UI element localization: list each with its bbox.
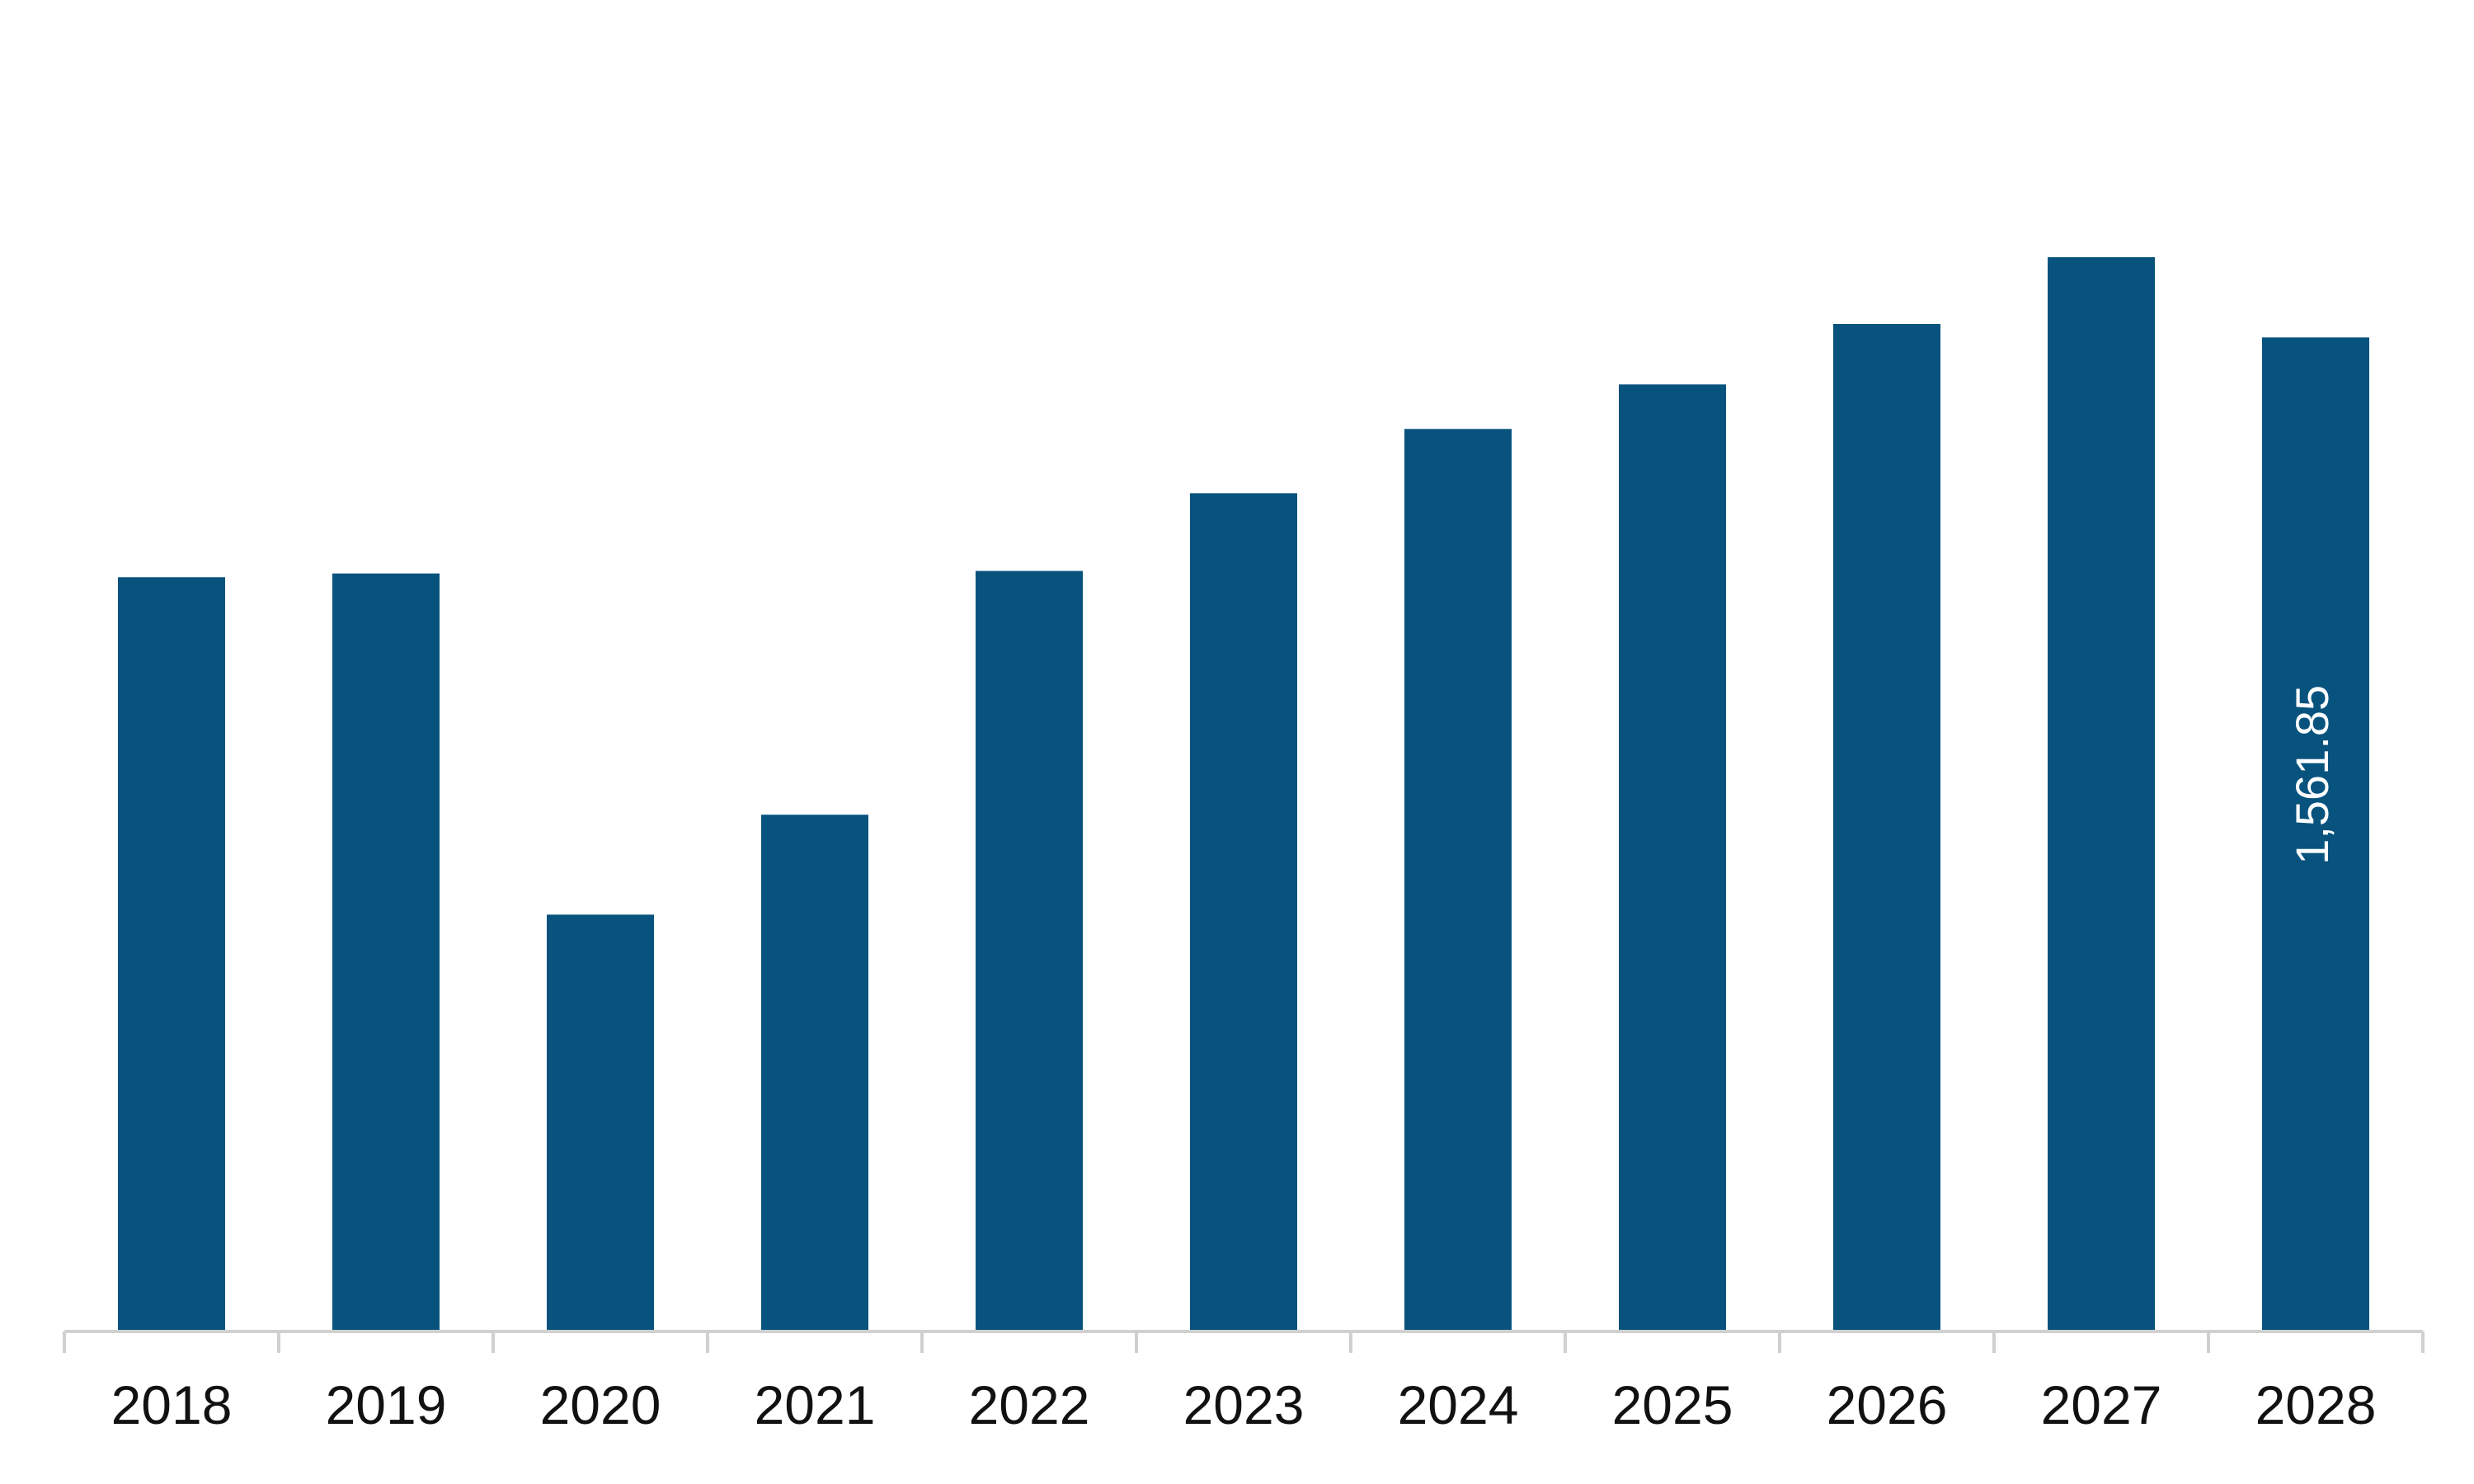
x-tick-label-2018: 2018 [111,1374,233,1435]
bar-2020 [547,914,654,1331]
bar-2023 [1190,493,1297,1331]
bar-2021 [761,815,868,1331]
x-tick-label-2028: 2028 [2255,1374,2377,1435]
x-tick-label-2019: 2019 [326,1374,447,1435]
x-tick-label-2027: 2027 [2041,1374,2162,1435]
bar-2027 [2048,256,2155,1331]
x-tick-label-2021: 2021 [755,1374,876,1435]
bar-2019 [332,573,440,1331]
bar-2024 [1404,429,1512,1331]
x-tick-label-2022: 2022 [969,1374,1090,1435]
data-labels-layer: 1,561.85 [2286,685,2338,865]
x-tick-label-2024: 2024 [1398,1374,1519,1435]
bar-2026 [1833,324,1940,1331]
x-tick-label-2020: 2020 [540,1374,661,1435]
x-tick-label-2025: 2025 [1612,1374,1733,1435]
bars-layer [118,256,2369,1331]
x-tick-label-2026: 2026 [1827,1374,1948,1435]
bar-2018 [118,577,225,1331]
bar-2028 [2262,337,2369,1331]
bar-2025 [1619,384,1726,1331]
x-axis: 2018 2019 2020 2021 2022 2023 2024 2025 2026 2027… [63,1330,2425,1435]
x-tick-label-2023: 2023 [1183,1374,1305,1435]
bar-2022 [976,571,1083,1331]
data-label-2028: 1,561.85 [2286,685,2338,865]
